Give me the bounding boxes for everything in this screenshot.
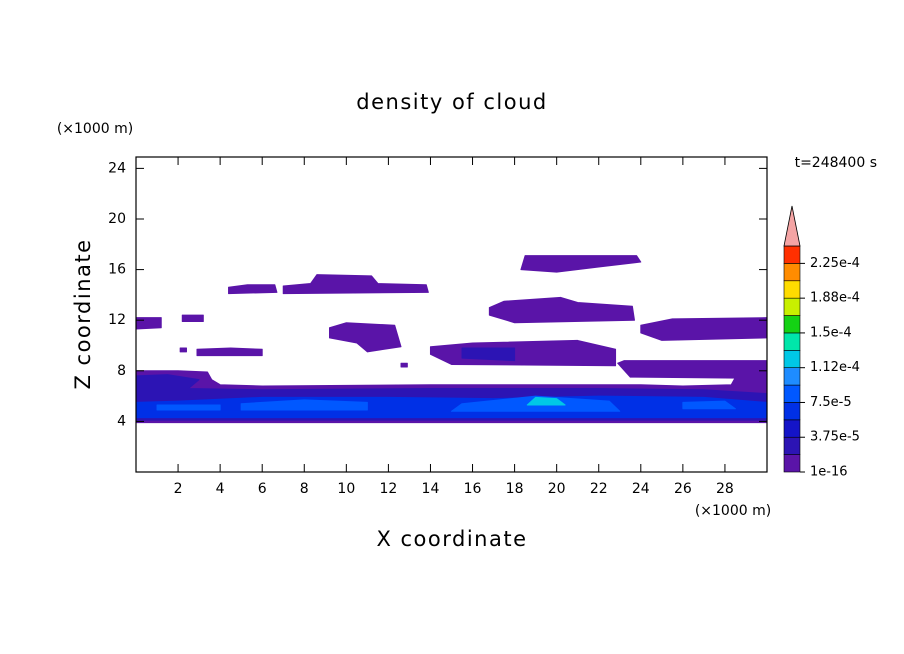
contour-region: [526, 396, 566, 406]
contour-region: [181, 314, 204, 322]
colorbar-tick-label: 1e-16: [810, 465, 848, 480]
colorbar-band: [783, 419, 801, 438]
contour-region: [240, 399, 368, 411]
x-unit: (×1000 m): [695, 503, 771, 519]
y-tick-label: 4: [117, 413, 126, 429]
contour-region: [461, 347, 516, 362]
x-tick-label: 28: [716, 481, 734, 497]
plot-frame: [135, 156, 768, 473]
contour-region: [135, 395, 768, 419]
x-tick-label: 18: [506, 481, 524, 497]
y-tick-label: 12: [108, 312, 126, 328]
x-tick-label: 12: [379, 481, 397, 497]
y-tick-label: 16: [108, 262, 126, 278]
colorbar-band: [783, 245, 801, 264]
y-tick-label: 20: [108, 211, 126, 227]
x-tick-label: 4: [216, 481, 225, 497]
time-label: t=248400 s: [795, 155, 877, 171]
x-tick-label: 20: [548, 481, 566, 497]
contour-region: [682, 400, 736, 410]
contour-region: [617, 360, 768, 379]
colorbar-tick-label: 3.75e-5: [810, 430, 860, 445]
x-tick-label: 14: [422, 481, 440, 497]
colorbar-extension: [783, 205, 801, 247]
x-axis-label: X coordinate: [376, 527, 527, 551]
contour-region: [520, 255, 642, 273]
contour-region: [179, 347, 187, 353]
contour-region: [400, 362, 408, 368]
x-tick-label: 24: [632, 481, 650, 497]
contour-region: [228, 284, 278, 295]
colorbar-band: [783, 280, 801, 299]
contour-region: [329, 322, 402, 353]
colorbar-tick-label: 1.12e-4: [810, 360, 860, 375]
chart-title: density of cloud: [356, 90, 547, 114]
contour-region: [135, 317, 162, 330]
plot-area: [135, 255, 768, 424]
colorbar-tick-label: 2.25e-4: [810, 256, 860, 271]
x-tick-label: 16: [464, 481, 482, 497]
colorbar-tick-label: 1.5e-4: [810, 325, 852, 340]
colorbar-band: [783, 367, 801, 386]
contour-region: [488, 296, 635, 324]
colorbar-band: [783, 384, 801, 403]
x-tick-label: 8: [300, 481, 309, 497]
x-tick-label: 26: [674, 481, 692, 497]
contour-region: [429, 339, 617, 367]
colorbar-band: [783, 454, 801, 473]
colorbar-tick-label: 1.88e-4: [810, 291, 860, 306]
y-axis-label: Z coordinate: [71, 238, 95, 389]
colorbar-band: [783, 263, 801, 282]
colorbar-band: [783, 350, 801, 368]
contour-region: [282, 274, 429, 295]
contour-region: [156, 404, 221, 411]
x-tick-label: 2: [174, 481, 183, 497]
colorbar-band: [783, 402, 801, 421]
contour-region: [640, 317, 768, 341]
y-tick-label: 8: [117, 363, 126, 379]
colorbar-band: [783, 436, 801, 455]
x-tick-label: 6: [258, 481, 267, 497]
colorbar-tick-label: 7.5e-5: [810, 395, 852, 410]
contour-region: [196, 347, 263, 357]
colorbar-band: [783, 315, 801, 334]
y-unit: (×1000 m): [57, 121, 133, 137]
x-tick-label: 22: [590, 481, 608, 497]
colorbar-band: [783, 297, 801, 316]
colorbar-band: [783, 332, 801, 351]
x-tick-label: 10: [337, 481, 355, 497]
y-tick-label: 24: [108, 160, 126, 176]
